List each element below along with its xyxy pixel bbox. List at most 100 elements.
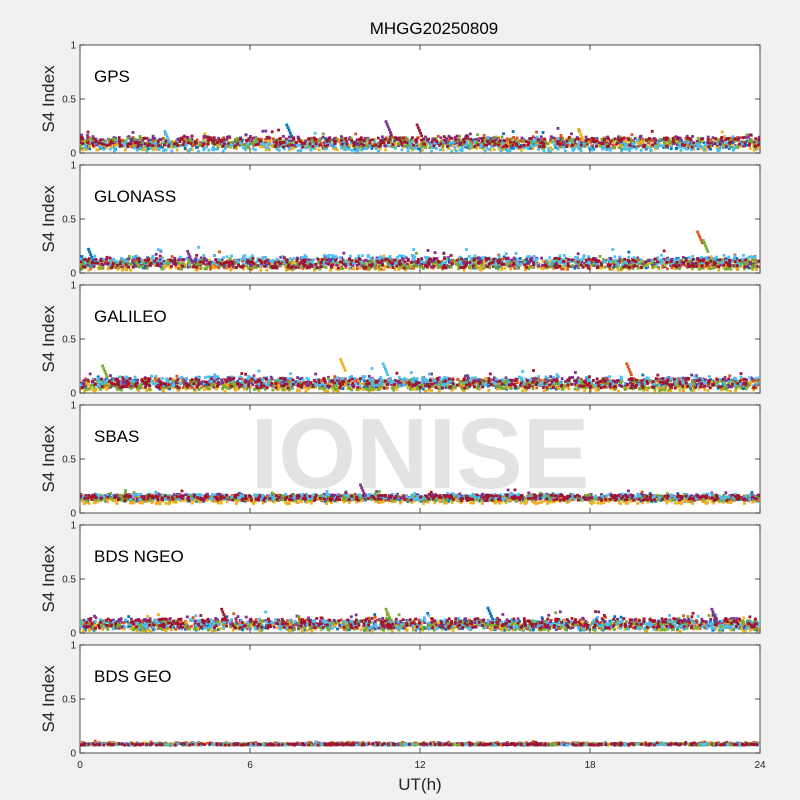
data-point [439,142,443,146]
data-point [478,267,482,271]
data-point [260,140,264,144]
data-point [472,264,475,268]
data-point [482,148,486,151]
data-point [687,260,691,264]
data-point [571,148,575,152]
data-point [719,263,722,267]
data-point [512,136,516,139]
data-point [416,136,419,140]
data-point [205,259,209,263]
data-point [405,141,409,145]
data-point [737,136,741,140]
data-point [236,142,240,146]
data-point [389,140,392,144]
data-point [179,265,183,269]
data-point [757,141,760,145]
data-point [83,257,87,261]
data-point [510,137,514,141]
data-point [214,258,218,262]
data-point [449,254,453,257]
data-point [327,136,331,140]
data-point [617,263,620,267]
data-point [316,257,320,261]
data-point [137,259,141,263]
data-point [673,258,676,262]
data-point [324,261,328,265]
data-point [484,257,488,260]
data-point [665,141,669,145]
data-point [672,141,676,145]
data-point [85,146,88,150]
data-point [438,143,441,147]
data-point [393,139,396,143]
data-point [195,138,199,142]
data-point [755,265,759,268]
data-point [549,149,552,153]
data-point [420,257,424,261]
data-point [561,146,565,149]
data-point [527,267,531,271]
data-point [662,258,666,261]
data-point [217,136,220,140]
data-point [123,148,127,152]
data-point [696,145,700,149]
data-point [192,264,196,268]
data-point [584,258,588,262]
data-point [399,140,403,143]
data-point [279,255,283,259]
data-point [728,264,732,267]
data-point [469,259,473,263]
data-point [542,265,546,269]
data-point [238,141,242,145]
data-point [80,146,83,150]
data-point [384,258,388,262]
data-point [619,135,622,139]
data-point [178,144,182,147]
data-point [326,262,330,266]
data-point [286,144,290,148]
data-point [340,142,344,146]
data-point [587,255,591,258]
data-point [440,263,444,267]
data-point [421,137,425,141]
data-point [620,149,623,153]
data-point [98,145,101,148]
data-point [404,267,408,270]
data-point [639,265,643,269]
data-point [200,262,204,266]
data-point [301,267,305,270]
data-point [552,263,556,267]
data-point [453,147,457,151]
data-point [720,136,724,140]
data-point [717,261,721,265]
y-tick-label: 0 [70,269,76,280]
data-point [411,136,414,140]
data-point [106,143,109,147]
data-point [506,148,510,152]
data-point [432,259,436,263]
data-point [674,265,678,269]
data-point [348,144,352,148]
data-point [149,263,152,266]
data-point [389,266,392,269]
data-point [208,258,211,262]
data-point [379,144,383,148]
data-point [684,258,688,262]
data-point [235,147,238,150]
data-point [715,139,719,143]
data-point [194,257,198,261]
data-point [287,139,291,143]
data-point-spike [703,241,706,245]
data-point [291,147,295,150]
data-point [87,139,90,143]
data-point [142,261,146,265]
data-point [513,259,517,262]
data-point [486,384,490,388]
data-point [351,267,355,270]
data-point [436,142,440,146]
data-point [247,267,251,270]
data-point [151,254,155,258]
data-point [441,267,444,271]
data-point [362,264,366,268]
data-point [722,253,726,257]
